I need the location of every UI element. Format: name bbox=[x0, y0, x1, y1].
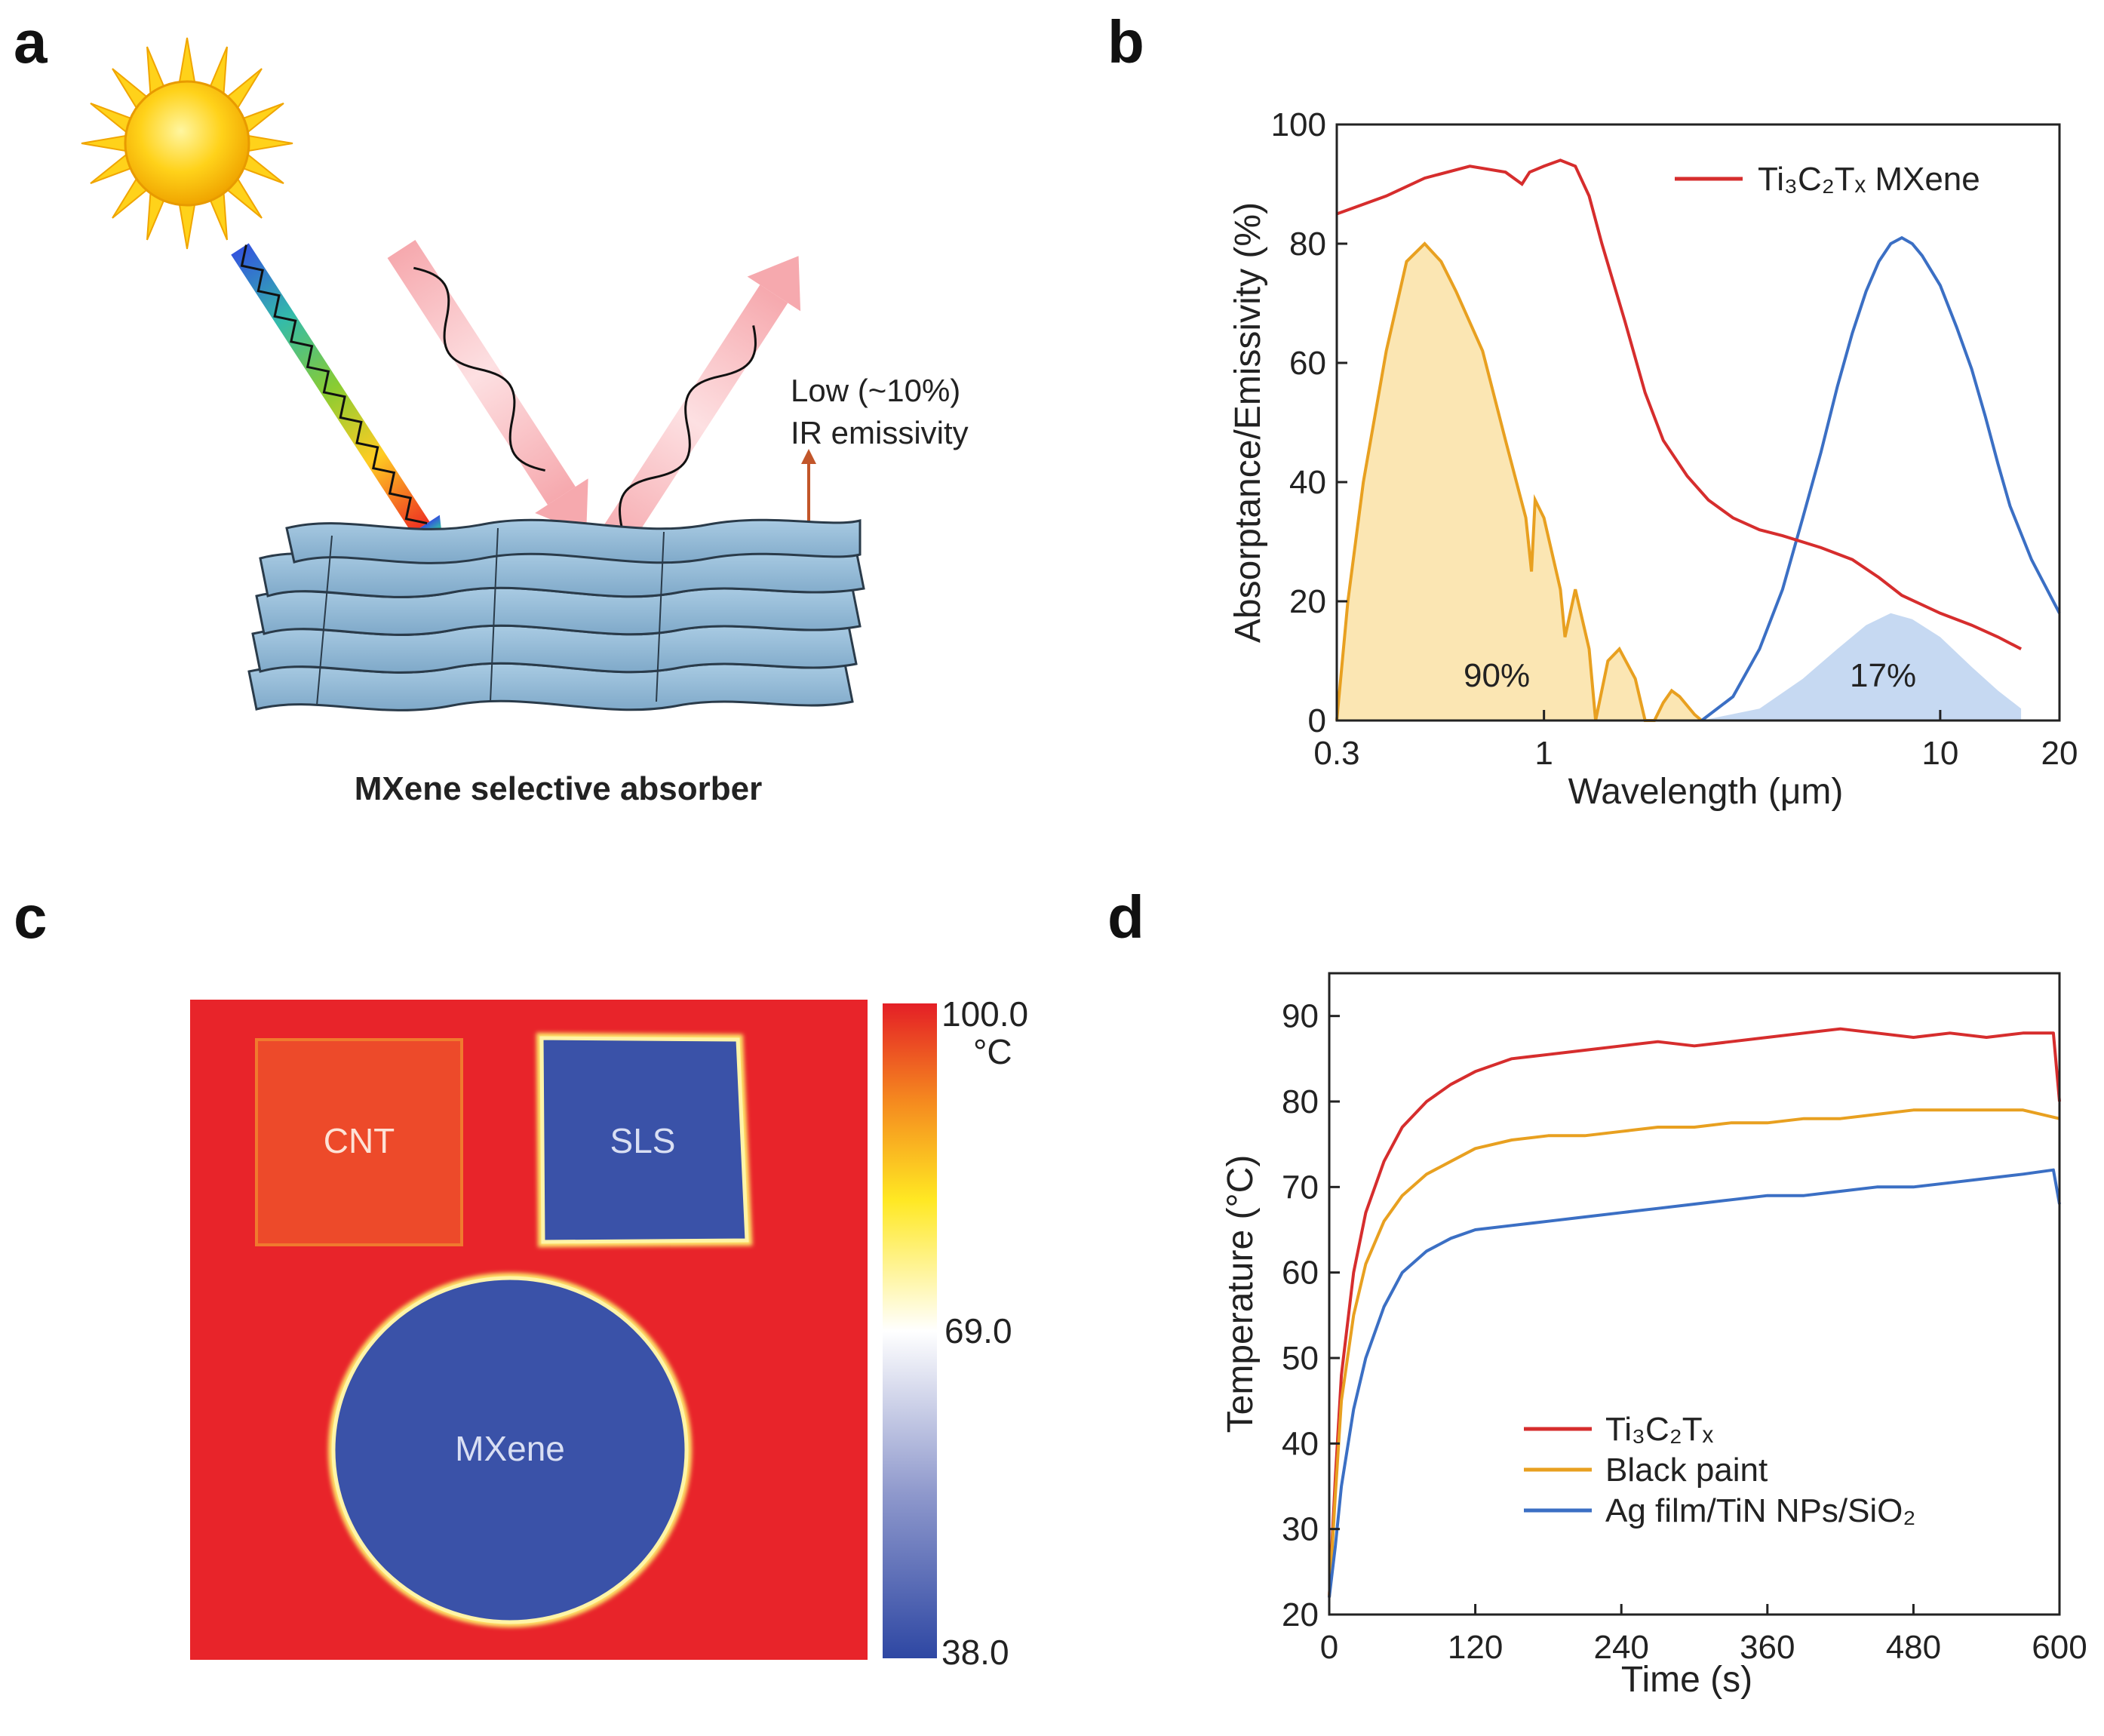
plot-frame bbox=[1328, 972, 2061, 1616]
solar-spectrum-fill bbox=[1337, 244, 1702, 721]
x-tick-label: 1 bbox=[1534, 735, 1553, 772]
y-tick-label: 80 bbox=[1282, 1083, 1319, 1120]
x-axis-label: Wavelength (μm) bbox=[1568, 772, 1844, 812]
solar-fraction-label: 90% bbox=[1464, 657, 1530, 694]
mxene-label: MXene bbox=[455, 1429, 565, 1468]
solar-spectrum-line bbox=[1335, 241, 1703, 722]
panel-letter-d: d bbox=[1107, 883, 1144, 951]
panel-letter-a: a bbox=[14, 8, 48, 75]
x-axis-label: Time (s) bbox=[1621, 1660, 1752, 1700]
y-tick-label: 70 bbox=[1282, 1169, 1319, 1206]
legend-black-paint-label: Black paint bbox=[1605, 1452, 1768, 1489]
blackbody-line bbox=[1700, 235, 2061, 722]
x-tick-label: 240 bbox=[1593, 1629, 1648, 1666]
y-tick-label: 30 bbox=[1282, 1511, 1319, 1548]
y-tick-label: 20 bbox=[1289, 583, 1326, 620]
plot-frame bbox=[1335, 123, 2061, 722]
absorptance-chart: 0.3 1 10 20 0 20 40 60 80 100 Wavelength (μm) Absor… bbox=[1228, 106, 2078, 812]
y-axis-label: Absorptance/Emissivity (%) bbox=[1228, 202, 1268, 643]
y-tick-label: 90 bbox=[1282, 998, 1319, 1035]
y-tick-label: 100 bbox=[1271, 106, 1326, 143]
series-black-paint bbox=[1328, 1108, 2060, 1598]
sun-icon bbox=[81, 37, 293, 250]
mxene-emission-fill bbox=[1701, 613, 2022, 721]
x-tick-label: 0.3 bbox=[1313, 735, 1359, 772]
ir-note-line1: Low (~10%) bbox=[791, 373, 960, 408]
x-tick-label: 0 bbox=[1320, 1629, 1338, 1666]
ir-reflected-arrow bbox=[595, 256, 801, 556]
ir-incoming-arrow bbox=[387, 240, 588, 534]
y-tick-label: 0 bbox=[1308, 702, 1326, 739]
absorber-illustration: Low (~10%) IR emissivity MXene selective… bbox=[81, 37, 969, 807]
x-tick-label: 20 bbox=[2041, 735, 2078, 772]
mxene-sheets bbox=[247, 518, 865, 711]
series-ag-film bbox=[1328, 1168, 2061, 1598]
temperature-colorbar bbox=[883, 1003, 937, 1658]
y-tick-label: 40 bbox=[1289, 464, 1326, 501]
scale-min-label: 38.0 bbox=[941, 1633, 1009, 1672]
panel-d: d 0 120 240 360 480 600 20 30 40 50 60 70 80 90 Time (… bbox=[1071, 875, 2104, 1732]
scale-max-label: 100.0 bbox=[941, 994, 1028, 1034]
ir-note-line2: IR emissivity bbox=[791, 415, 969, 450]
legend-ag-film-label: Ag film/TiN NPs/SiO₂ bbox=[1605, 1492, 1916, 1529]
x-tick-label: 480 bbox=[1886, 1629, 1941, 1666]
thermal-fraction-label: 17% bbox=[1850, 657, 1916, 694]
y-tick-label: 40 bbox=[1282, 1425, 1319, 1462]
legend-ti3c2tx-label: Ti₃C₂Tₓ bbox=[1605, 1411, 1714, 1448]
legend-label-mxene: Ti₃C₂Tₓ MXene bbox=[1758, 161, 1980, 198]
y-tick-label: 50 bbox=[1282, 1340, 1319, 1377]
scale-unit-label: °C bbox=[973, 1032, 1012, 1071]
panel-letter-c: c bbox=[14, 883, 48, 951]
x-tick-label: 120 bbox=[1448, 1629, 1503, 1666]
y-tick-label: 60 bbox=[1289, 345, 1326, 382]
x-tick-label: 10 bbox=[1921, 735, 1958, 772]
thermal-image: CNT SLS MXene 100.0 °C 69.0 38.0 bbox=[190, 994, 1028, 1672]
y-tick-label: 60 bbox=[1282, 1255, 1319, 1292]
scale-mid-label: 69.0 bbox=[944, 1311, 1012, 1350]
sls-label: SLS bbox=[610, 1121, 676, 1160]
x-tick-label: 600 bbox=[2032, 1629, 2087, 1666]
panel-letter-b: b bbox=[1107, 8, 1144, 75]
panel-b: b 0.3 1 10 20 0 20 40 60 80 100 Wavelength (μm) Abs… bbox=[1071, 0, 2104, 830]
y-axis-label: Temperature (°C) bbox=[1221, 1155, 1261, 1433]
temperature-chart: 0 120 240 360 480 600 20 30 40 50 60 70 80 90 Time (s)… bbox=[1221, 972, 2087, 1700]
cnt-label: CNT bbox=[324, 1121, 395, 1160]
x-tick-label: 360 bbox=[1740, 1629, 1795, 1666]
panel-a: a bbox=[0, 0, 1041, 830]
cnt-sample bbox=[255, 1038, 463, 1246]
y-tick-label: 80 bbox=[1289, 226, 1326, 263]
sls-sample bbox=[539, 1036, 749, 1244]
mxene-absorptance-line bbox=[1336, 158, 2023, 650]
mxene-sample bbox=[331, 1276, 689, 1624]
illustration-caption: MXene selective absorber bbox=[355, 770, 762, 807]
y-tick-label: 20 bbox=[1282, 1596, 1319, 1633]
series-ti3c2tx bbox=[1328, 1027, 2061, 1598]
panel-c: c CNT SLS MXene 100.0 bbox=[0, 875, 1056, 1732]
